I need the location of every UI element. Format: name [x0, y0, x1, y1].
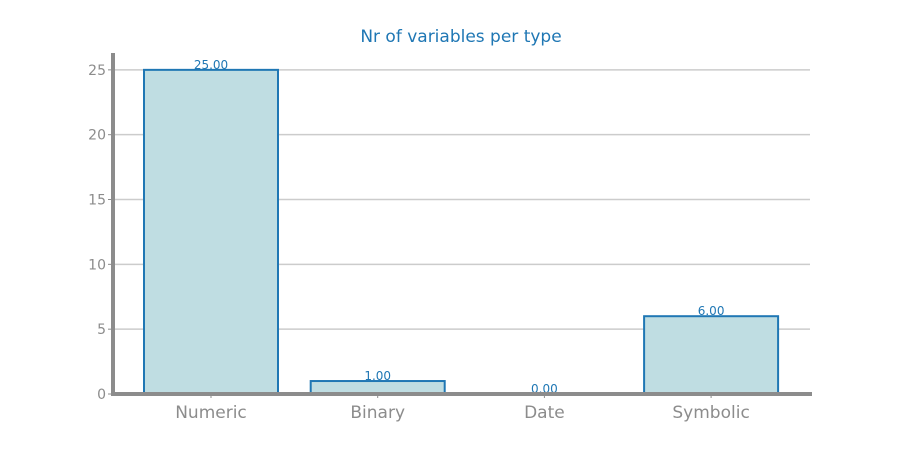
- data-label: 25.00: [194, 58, 228, 72]
- x-tick-label: Symbolic: [672, 403, 749, 423]
- y-tick-label: 20: [88, 128, 106, 144]
- bar-symbolic: [643, 315, 780, 395]
- y-tick-label: 0: [97, 387, 106, 403]
- x-tick-label: Binary: [350, 403, 405, 423]
- y-tick-label: 5: [97, 322, 106, 338]
- axes: 0 5 10 15 20 25 Numeric Binary Date Symbolic: [88, 53, 812, 423]
- y-tick-label: 15: [88, 193, 106, 209]
- x-tick-label: Date: [524, 403, 565, 423]
- chart-title: Nr of variables per type: [360, 27, 561, 47]
- data-label: 6.00: [698, 304, 725, 318]
- y-tick-label: 25: [88, 63, 106, 79]
- y-tick-label: 10: [88, 257, 106, 273]
- bar-numeric: [143, 68, 279, 396]
- x-tick-label: Numeric: [175, 403, 247, 423]
- data-label: 1.00: [364, 369, 391, 383]
- bars: [143, 68, 780, 396]
